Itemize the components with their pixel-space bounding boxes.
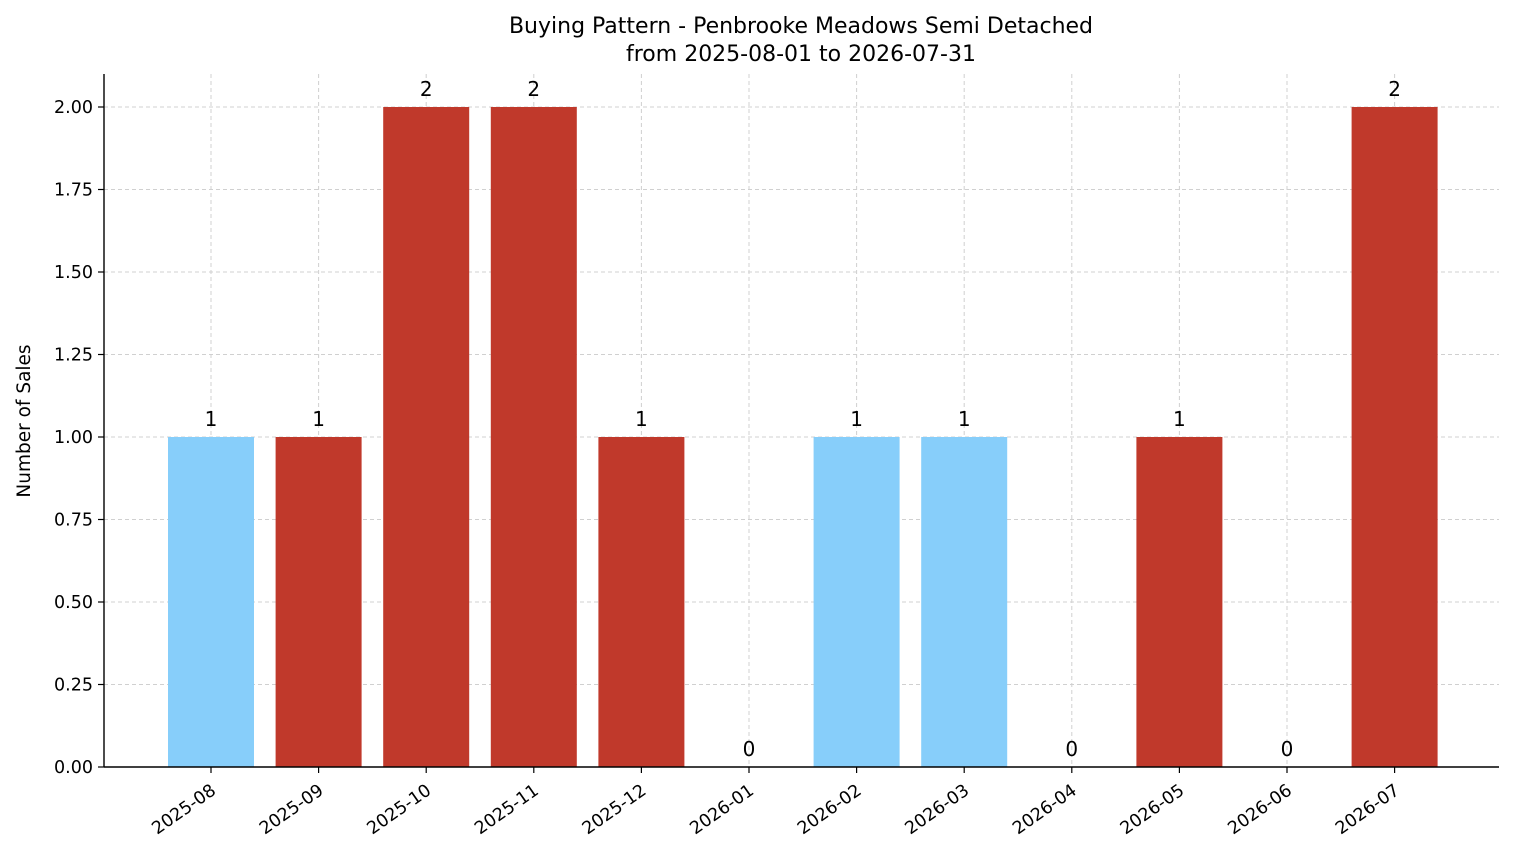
bar-2026-05 <box>1136 437 1223 767</box>
x-tick-label-2025-09: 2025-09 <box>256 781 327 839</box>
bar-2026-07 <box>1351 107 1438 767</box>
bar-2025-11 <box>490 107 577 767</box>
y-tick-label: 1.25 <box>54 346 93 366</box>
x-tick-label-2026-03: 2026-03 <box>902 781 973 839</box>
bar-2025-09 <box>275 437 362 767</box>
data-label-2026-02: 1 <box>850 407 863 431</box>
y-axis-label: Number of Sales <box>14 344 35 497</box>
bar-layer <box>168 107 1438 767</box>
bar-2025-10 <box>383 107 470 767</box>
y-tick-label: 0.25 <box>54 676 93 696</box>
data-label-2025-10: 2 <box>420 77 433 101</box>
x-tick-label-2025-10: 2025-10 <box>364 781 435 839</box>
data-label-2025-12: 1 <box>635 407 648 431</box>
bar-2025-08 <box>168 437 254 767</box>
x-tick-label-2026-07: 2026-07 <box>1332 781 1403 839</box>
y-tick-label: 0.00 <box>54 758 93 778</box>
y-tick-label: 0.50 <box>54 593 93 613</box>
x-tick-label-2026-06: 2026-06 <box>1224 781 1295 839</box>
data-label-2026-03: 1 <box>958 407 971 431</box>
data-label-2026-01: 0 <box>743 737 756 761</box>
y-tick-label: 1.50 <box>54 263 93 283</box>
chart-subtitle: from 2025-08-01 to 2026-07-31 <box>626 42 976 67</box>
data-label-2026-06: 0 <box>1281 737 1294 761</box>
y-tick-label: 2.00 <box>54 98 93 118</box>
data-label-2025-11: 2 <box>527 77 540 101</box>
data-label-2025-08: 1 <box>205 407 218 431</box>
x-tick-label-2025-11: 2025-11 <box>471 781 542 839</box>
data-label-2026-04: 0 <box>1065 737 1078 761</box>
x-tick-label-2026-02: 2026-02 <box>794 781 865 839</box>
y-tick-label: 1.75 <box>54 181 93 201</box>
bar-2026-03 <box>921 437 1008 767</box>
x-tick-label-2026-01: 2026-01 <box>686 781 757 839</box>
bar-2025-12 <box>598 437 685 767</box>
bar-2026-02 <box>813 437 900 767</box>
data-label-2026-05: 1 <box>1173 407 1186 431</box>
y-tick-label: 0.75 <box>54 511 93 531</box>
x-tick-label-2026-04: 2026-04 <box>1009 781 1080 839</box>
data-label-2026-07: 2 <box>1388 77 1401 101</box>
chart-title: Buying Pattern - Penbrooke Meadows Semi … <box>509 14 1093 39</box>
x-tick-label-2026-05: 2026-05 <box>1117 781 1188 839</box>
x-tick-label-2025-08: 2025-08 <box>148 781 219 839</box>
y-tick-label: 1.00 <box>54 428 93 448</box>
x-tick-label-2025-12: 2025-12 <box>579 781 650 839</box>
data-label-2025-09: 1 <box>312 407 325 431</box>
